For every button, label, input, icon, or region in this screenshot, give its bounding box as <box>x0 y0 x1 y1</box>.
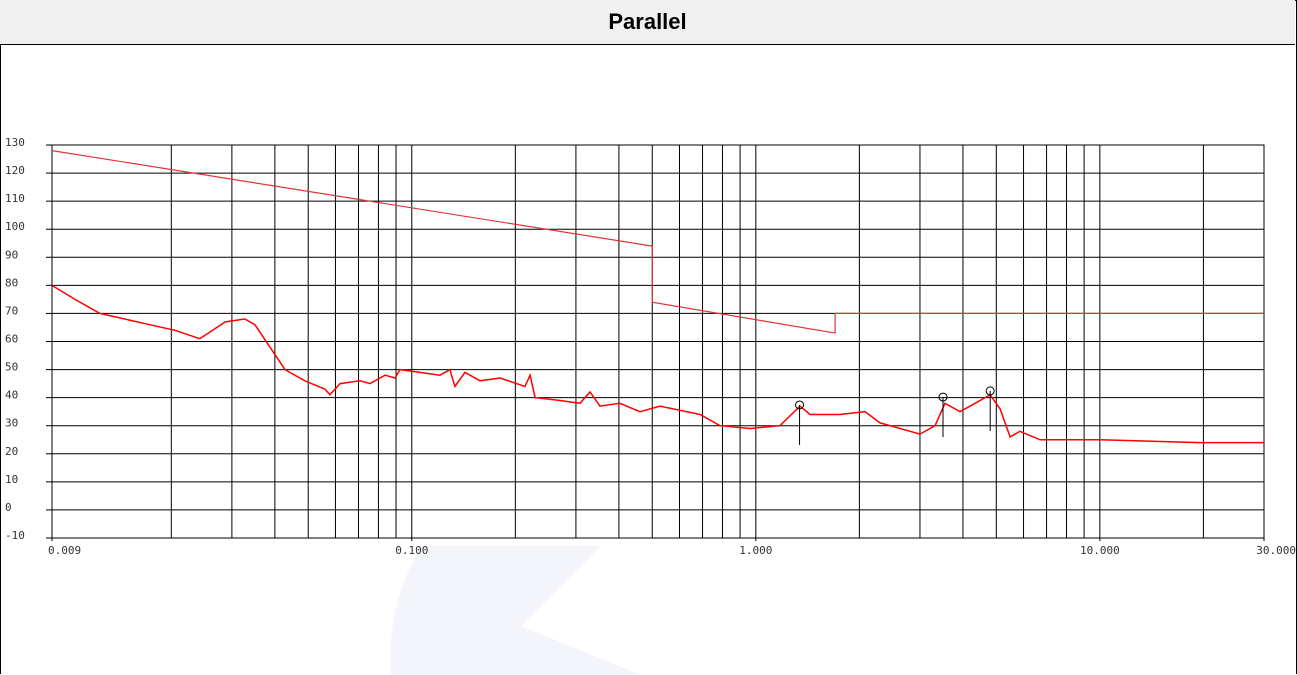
plot-border <box>51 144 1265 539</box>
y-tick-label: 70 <box>5 304 18 317</box>
x-tick-label: 10.000 <box>1080 544 1120 557</box>
y-tick-label: 10 <box>5 473 18 486</box>
peak-marker <box>795 400 805 410</box>
y-tick-label: -10 <box>5 529 25 542</box>
chart-title: Parallel <box>0 0 1295 45</box>
x-tick-label: 30.000 <box>1256 544 1296 557</box>
y-tick-label: 130 <box>5 136 25 149</box>
y-tick-label: 40 <box>5 389 18 402</box>
watermark <box>481 546 641 675</box>
y-tick-label: 100 <box>5 220 25 233</box>
y-tick-label: 0 <box>5 501 12 514</box>
x-tick-label: 0.009 <box>48 544 81 557</box>
peak-marker <box>985 386 995 396</box>
x-tick-label: 1.000 <box>739 544 772 557</box>
y-tick-label: 110 <box>5 192 25 205</box>
y-tick-label: 90 <box>5 248 18 261</box>
y-tick-label: 30 <box>5 417 18 430</box>
x-tick-label: 0.100 <box>395 544 428 557</box>
line-series <box>51 150 1264 334</box>
y-tick-label: 50 <box>5 361 18 374</box>
chart: -10 0 10 20 30 40 50 60 70 80 90 100 110 120 130 0.009 0… <box>5 136 1296 675</box>
y-tick-label: 20 <box>5 445 18 458</box>
y-tick-label: 120 <box>5 164 25 177</box>
line-series <box>51 284 1264 444</box>
y-tick-label: 60 <box>5 333 18 346</box>
watermark <box>390 546 481 675</box>
y-tick-label: 80 <box>5 276 18 289</box>
peak-marker <box>938 392 948 402</box>
